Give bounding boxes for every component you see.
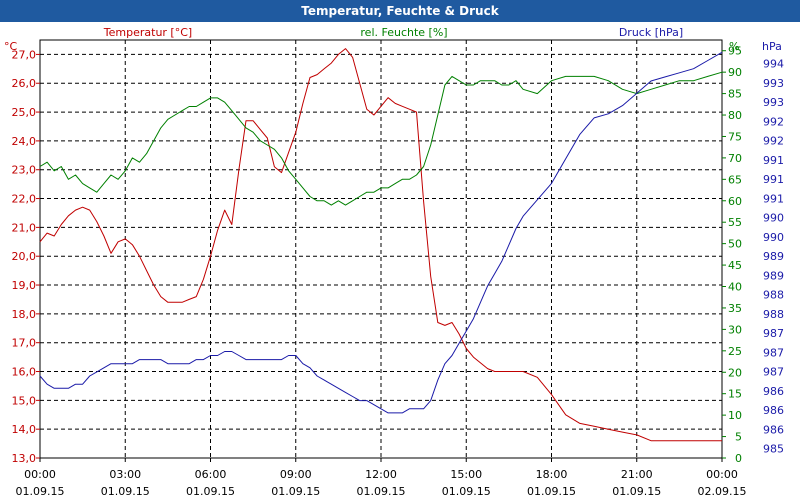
pressure-tick-label: 993 [763, 77, 784, 90]
humidity-tick-label: 80 [728, 109, 742, 122]
x-tick-time-label: 00:00 [24, 468, 56, 481]
temperature-axis-title: Temperatur [°C] [103, 26, 192, 39]
x-tick-date-label: 01.09.15 [186, 485, 235, 498]
pressure-tick-label: 991 [763, 154, 784, 167]
pressure-tick-label: 987 [763, 366, 784, 379]
temperature-tick-label: 19,0 [12, 279, 37, 292]
humidity-tick-label: 35 [728, 302, 742, 315]
temperature-tick-label: 18,0 [12, 308, 37, 321]
x-tick-date-label: 01.09.15 [271, 485, 320, 498]
temperature-tick-label: 26,0 [12, 77, 37, 90]
humidity-tick-label: 95 [728, 45, 742, 58]
temperature-tick-label: 15,0 [12, 394, 37, 407]
humidity-tick-label: 70 [728, 152, 742, 165]
pressure-tick-label: 989 [763, 250, 784, 263]
x-tick-time-label: 03:00 [109, 468, 141, 481]
x-tick-time-label: 00:00 [706, 468, 738, 481]
humidity-tick-label: 90 [728, 66, 742, 79]
humidity-tick-label: 25 [728, 345, 742, 358]
pressure-series-line [39, 51, 723, 414]
humidity-tick-label: 5 [735, 431, 742, 444]
x-tick-time-label: 21:00 [621, 468, 653, 481]
pressure-tick-label: 989 [763, 269, 784, 282]
temperature-tick-label: 20,0 [12, 250, 37, 263]
humidity-tick-label: 40 [728, 281, 742, 294]
pressure-tick-label: 987 [763, 346, 784, 359]
humidity-unit-label: % [729, 40, 739, 53]
pressure-tick-label: 988 [763, 308, 784, 321]
pressure-axis-title: Druck [hPa] [619, 26, 683, 39]
pressure-tick-label: 988 [763, 289, 784, 302]
x-tick-date-label: 01.09.15 [612, 485, 661, 498]
pressure-tick-label: 991 [763, 173, 784, 186]
pressure-tick-label: 994 [763, 58, 784, 71]
temperature-unit-label: °C [4, 40, 18, 53]
pressure-tick-label: 992 [763, 135, 784, 148]
pressure-tick-label: 985 [763, 443, 784, 456]
temperature-tick-label: 25,0 [12, 106, 37, 119]
temperature-tick-label: 22,0 [12, 193, 37, 206]
pressure-tick-label: 993 [763, 96, 784, 109]
humidity-tick-label: 15 [728, 388, 742, 401]
x-tick-date-label: 01.09.15 [442, 485, 491, 498]
x-tick-date-label: 01.09.15 [357, 485, 406, 498]
temperature-tick-label: 24,0 [12, 135, 37, 148]
temperature-tick-label: 14,0 [12, 423, 37, 436]
pressure-tick-label: 992 [763, 115, 784, 128]
humidity-tick-label: 60 [728, 195, 742, 208]
window-title: Temperatur, Feuchte & Druck [0, 0, 800, 22]
pressure-tick-label: 986 [763, 385, 784, 398]
x-tick-time-label: 09:00 [280, 468, 312, 481]
humidity-tick-label: 20 [728, 366, 742, 379]
humidity-series-line [39, 71, 723, 206]
humidity-tick-label: 45 [728, 259, 742, 272]
temperature-tick-label: 23,0 [12, 164, 37, 177]
temperature-tick-label: 21,0 [12, 221, 37, 234]
x-tick-time-label: 15:00 [450, 468, 482, 481]
pressure-tick-label: 987 [763, 327, 784, 340]
temperature-tick-label: 17,0 [12, 337, 37, 350]
humidity-tick-label: 85 [728, 88, 742, 101]
humidity-tick-label: 75 [728, 130, 742, 143]
humidity-tick-label: 50 [728, 238, 742, 251]
pressure-tick-label: 991 [763, 192, 784, 205]
x-tick-time-label: 12:00 [365, 468, 397, 481]
humidity-tick-label: 0 [735, 452, 742, 465]
temperature-tick-label: 13,0 [12, 452, 37, 465]
temperature-series-line [39, 48, 722, 442]
x-tick-date-label: 01.09.15 [527, 485, 576, 498]
pressure-unit-label: hPa [762, 40, 782, 53]
pressure-tick-label: 990 [763, 212, 784, 225]
x-tick-date-label: 01.09.15 [101, 485, 150, 498]
x-tick-time-label: 06:00 [195, 468, 227, 481]
x-tick-date-label: 02.09.15 [698, 485, 747, 498]
humidity-tick-label: 30 [728, 323, 742, 336]
plot-area [40, 40, 722, 458]
x-tick-date-label: 01.09.15 [16, 485, 65, 498]
x-tick-time-label: 18:00 [536, 468, 568, 481]
humidity-tick-label: 10 [728, 409, 742, 422]
pressure-tick-label: 986 [763, 423, 784, 436]
temperature-tick-label: 27,0 [12, 48, 37, 61]
temperature-tick-label: 16,0 [12, 366, 37, 379]
pressure-tick-label: 986 [763, 404, 784, 417]
pressure-tick-label: 990 [763, 231, 784, 244]
humidity-tick-label: 65 [728, 173, 742, 186]
humidity-axis-title: rel. Feuchte [%] [360, 26, 447, 39]
humidity-tick-label: 55 [728, 216, 742, 229]
